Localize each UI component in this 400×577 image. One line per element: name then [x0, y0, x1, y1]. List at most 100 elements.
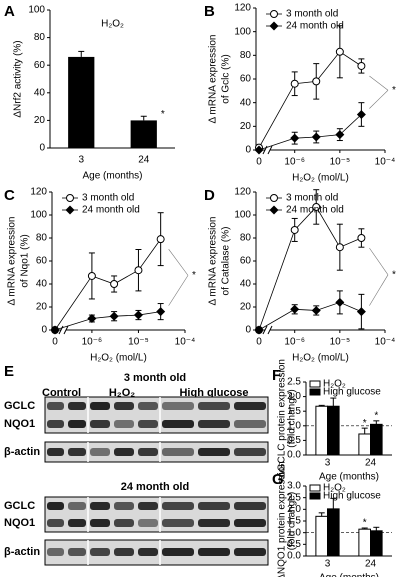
- y-tick-label: 80: [36, 233, 48, 244]
- panel-label: G: [272, 471, 284, 488]
- blot-band: [162, 420, 194, 428]
- data-point: [290, 304, 300, 314]
- y-tick-label: 0.0: [287, 551, 301, 562]
- significance-marker: *: [392, 85, 396, 96]
- data-point: [312, 202, 321, 211]
- blot-band: [68, 420, 86, 428]
- legend-label: 3 month old: [286, 193, 338, 204]
- blot-band: [90, 502, 110, 510]
- y-tick-label: 80: [240, 233, 252, 244]
- blot-title: 3 month old: [124, 372, 186, 384]
- x-tick-label: 10⁻⁶: [284, 337, 305, 348]
- y-tick-label: 1.5: [287, 406, 301, 417]
- data-point: [50, 325, 60, 335]
- x-tick-label: 10⁻⁶: [82, 337, 103, 348]
- significance-bracket: [168, 248, 189, 276]
- data-point: [335, 47, 344, 56]
- legend-label: 3 month old: [82, 193, 134, 204]
- y-tick-label: 100: [28, 5, 45, 16]
- legend-marker: [66, 194, 74, 202]
- data-point: [312, 77, 321, 86]
- blot-band: [90, 519, 110, 527]
- blot-band: [162, 548, 194, 556]
- y-tick-label: 0: [245, 145, 251, 156]
- series-line: [258, 301, 362, 331]
- x-tick-label: 10⁻⁶: [284, 157, 305, 168]
- blot-band: [234, 502, 266, 510]
- y-axis-label: ΔGCLC protein expression: [277, 359, 288, 478]
- y-tick-label: 40: [240, 97, 252, 108]
- bar: [370, 530, 383, 557]
- x-axis-label: H₂O₂ (mol/L): [90, 353, 147, 364]
- blot-band: [114, 420, 134, 428]
- y-tick-label: 20: [240, 121, 252, 132]
- y-tick-label: 120: [234, 187, 251, 198]
- y-tick-label: 80: [34, 32, 46, 43]
- bar: [327, 508, 340, 557]
- y-tick-label: 40: [240, 279, 252, 290]
- legend-marker: [65, 205, 75, 215]
- blot-band: [138, 402, 158, 410]
- y-tick-label: 0.5: [287, 539, 301, 550]
- x-tick-label: 3: [78, 155, 84, 166]
- blot-band: [68, 519, 86, 527]
- y-tick-label: 2.0: [287, 504, 301, 515]
- y-tick-label: 20: [240, 302, 252, 313]
- blot-title: 24 month old: [121, 481, 189, 493]
- blot-band: [138, 420, 158, 428]
- blot-band: [47, 420, 64, 428]
- blot-band: [138, 519, 158, 527]
- data-point: [335, 130, 345, 140]
- data-point: [357, 61, 366, 70]
- y-tick-label: 60: [240, 74, 252, 85]
- blot-band: [162, 402, 194, 410]
- y-axis-label: ΔNrf2 activity (%): [13, 40, 24, 117]
- panel-label: D: [204, 187, 215, 204]
- y-tick-label: 2.5: [287, 377, 301, 388]
- blot-band: [90, 548, 110, 556]
- y-axis-label: Δ mRNA expression: [208, 35, 219, 124]
- x-axis-label: H₂O₂ (mol/L): [292, 353, 349, 364]
- y-tick-label: 40: [36, 279, 48, 290]
- y-tick-label: 100: [234, 26, 251, 37]
- y-tick-label: 60: [36, 256, 48, 267]
- blot-band: [198, 548, 230, 556]
- x-axis-label: H₂O₂ (mol/L): [292, 173, 349, 184]
- legend-marker: [269, 205, 279, 215]
- blot-band: [68, 402, 86, 410]
- data-point: [356, 110, 366, 119]
- row-label: β-actin: [4, 546, 40, 558]
- bar: [358, 433, 372, 456]
- axis-break: [267, 325, 273, 335]
- y-tick-label: 100: [234, 210, 251, 221]
- data-point: [290, 133, 300, 143]
- significance-marker: *: [392, 269, 396, 280]
- blot-band: [198, 448, 230, 456]
- series-line: [258, 206, 362, 331]
- blot-band: [47, 519, 64, 527]
- series-line: [54, 238, 161, 331]
- blot-band: [68, 548, 86, 556]
- data-point: [254, 145, 264, 155]
- row-label: GCLC: [4, 500, 35, 512]
- x-tick-label: 10⁻⁵: [330, 157, 351, 168]
- data-point: [156, 235, 165, 244]
- blot-band: [47, 548, 64, 556]
- y-tick-label: 80: [240, 50, 252, 61]
- chart-title: H₂O₂: [101, 19, 124, 30]
- significance-marker: *: [374, 410, 378, 421]
- data-point: [290, 79, 299, 88]
- legend-label: High glucose: [323, 387, 381, 398]
- data-point: [254, 325, 264, 335]
- y-axis-label: Δ mRNA expression: [208, 217, 219, 306]
- blot-band: [162, 519, 194, 527]
- blot-band: [138, 448, 158, 456]
- data-point: [311, 132, 321, 142]
- y-tick-label: 60: [240, 256, 252, 267]
- data-point: [356, 307, 366, 317]
- legend-label: H₂O₂: [323, 379, 346, 390]
- axis-break: [63, 325, 69, 335]
- x-tick-label: 24: [365, 458, 377, 469]
- series-line: [54, 311, 161, 331]
